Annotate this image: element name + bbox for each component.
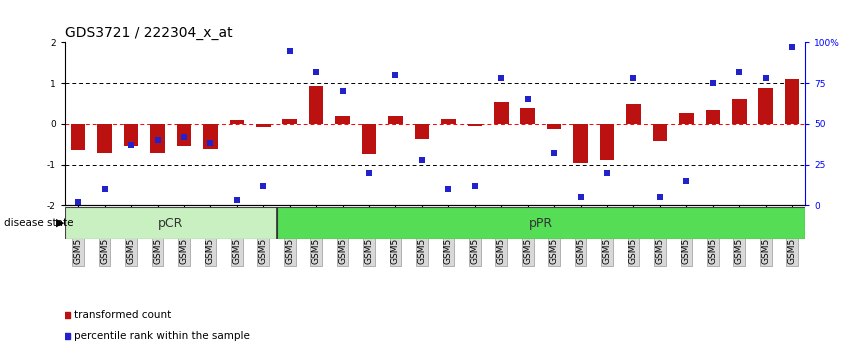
Point: [706, 80, 720, 86]
Bar: [335, 116, 350, 124]
Bar: [759, 88, 773, 124]
Point: [71, 199, 85, 205]
Bar: [388, 116, 403, 124]
Bar: [71, 124, 86, 150]
Bar: [547, 124, 561, 129]
Point: [653, 194, 667, 200]
Bar: [573, 124, 588, 162]
Point: [309, 69, 323, 75]
Point: [124, 142, 138, 148]
Point: [627, 75, 641, 81]
Point: [98, 186, 112, 192]
Bar: [124, 124, 139, 146]
Point: [573, 194, 587, 200]
Bar: [276, 207, 805, 239]
Point: [229, 198, 243, 203]
Bar: [362, 124, 377, 154]
Text: transformed count: transformed count: [74, 310, 171, 320]
Point: [204, 141, 217, 146]
Point: [520, 97, 534, 102]
Bar: [785, 79, 799, 124]
Point: [151, 137, 165, 143]
Bar: [679, 113, 694, 124]
Bar: [256, 124, 270, 127]
Bar: [177, 124, 191, 146]
Point: [177, 134, 191, 140]
Point: [415, 157, 429, 162]
Point: [733, 69, 746, 75]
Point: [362, 170, 376, 176]
Text: percentile rank within the sample: percentile rank within the sample: [74, 331, 250, 341]
Text: disease state: disease state: [4, 218, 74, 228]
Bar: [468, 124, 482, 126]
Bar: [626, 104, 641, 124]
Bar: [706, 110, 721, 124]
Bar: [229, 120, 244, 124]
Point: [759, 75, 772, 81]
Bar: [204, 124, 217, 149]
Point: [547, 150, 561, 156]
Bar: [282, 119, 297, 124]
Point: [785, 45, 799, 50]
Bar: [600, 124, 614, 160]
Text: pPR: pPR: [529, 217, 553, 229]
Point: [336, 88, 350, 94]
Bar: [732, 99, 746, 124]
Bar: [494, 102, 508, 124]
Text: pCR: pCR: [158, 217, 184, 229]
Text: ▶: ▶: [56, 218, 65, 228]
Point: [600, 170, 614, 176]
Point: [389, 72, 403, 78]
Point: [468, 183, 481, 189]
Bar: [415, 124, 430, 139]
Bar: [65, 207, 276, 239]
Bar: [309, 86, 323, 124]
Point: [283, 48, 297, 53]
Bar: [520, 108, 535, 124]
Bar: [97, 124, 112, 153]
Point: [442, 186, 456, 192]
Bar: [441, 119, 456, 124]
Bar: [150, 124, 165, 153]
Text: GDS3721 / 222304_x_at: GDS3721 / 222304_x_at: [65, 26, 233, 40]
Point: [680, 178, 694, 184]
Bar: [653, 124, 667, 141]
Point: [256, 183, 270, 189]
Point: [494, 75, 508, 81]
